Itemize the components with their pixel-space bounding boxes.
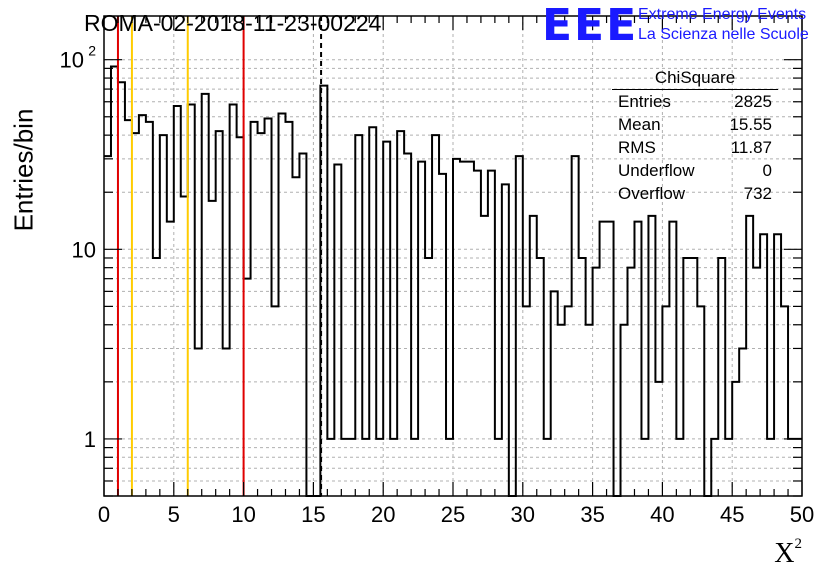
- stats-label: Overflow: [618, 184, 686, 203]
- x-tick-label: 0: [98, 502, 110, 527]
- x-tick-label: 45: [720, 502, 744, 527]
- y-axis-label-box: Entries/bin: [4, 108, 44, 232]
- stats-value: 2825: [734, 92, 772, 111]
- stats-value: 0: [762, 161, 772, 180]
- x-tick-label: 15: [301, 502, 325, 527]
- stats-value: 732: [743, 184, 772, 203]
- y-tick-label: 1: [84, 427, 96, 452]
- histogram-outline: [104, 65, 802, 497]
- eee-logo: EEE Extreme Energy Events La Scienza nel…: [542, 4, 832, 48]
- x-axis-label: X2: [774, 536, 802, 570]
- stats-row-entries: Entries 2825: [612, 90, 778, 113]
- stats-value: 15.55: [729, 115, 772, 134]
- y-axis-label: Entries/bin: [8, 108, 39, 232]
- stats-row-underflow: Underflow 0: [612, 159, 778, 182]
- x-tick-label: 5: [168, 502, 180, 527]
- eee-logo-mark: EEE: [542, 0, 639, 51]
- x-axis-label-base: X: [774, 538, 795, 569]
- x-axis-label-superscript: 2: [794, 536, 803, 552]
- stats-title: ChiSquare: [612, 68, 778, 90]
- chart-title: ROMA-02-2018-11-23-00224: [84, 10, 382, 36]
- x-tick-label: 10: [231, 502, 255, 527]
- logo-line-1: Extreme Energy Events: [638, 6, 807, 23]
- logo-line-2: La Scienza nelle Scuole: [638, 26, 809, 43]
- stats-label: Mean: [618, 115, 661, 134]
- stats-box: ChiSquare Entries 2825 Mean 15.55 RMS 11…: [612, 68, 778, 205]
- y-tick-label-superscript: 2: [88, 43, 96, 59]
- x-tick-label: 20: [371, 502, 395, 527]
- stats-label: Underflow: [618, 161, 695, 180]
- stats-row-rms: RMS 11.87: [612, 136, 778, 159]
- x-tick-label: 50: [790, 502, 814, 527]
- y-tick-label: 10: [72, 237, 96, 262]
- x-tick-label: 35: [580, 502, 604, 527]
- stats-row-mean: Mean 15.55: [612, 113, 778, 136]
- stats-value: 11.87: [730, 138, 772, 157]
- stats-label: RMS: [618, 138, 656, 157]
- x-tick-label: 40: [650, 502, 674, 527]
- y-tick-label: 10: [60, 48, 84, 73]
- x-tick-label: 30: [511, 502, 535, 527]
- stats-label: Entries: [618, 92, 671, 111]
- stats-row-overflow: Overflow 732: [612, 182, 778, 205]
- x-tick-label: 25: [441, 502, 465, 527]
